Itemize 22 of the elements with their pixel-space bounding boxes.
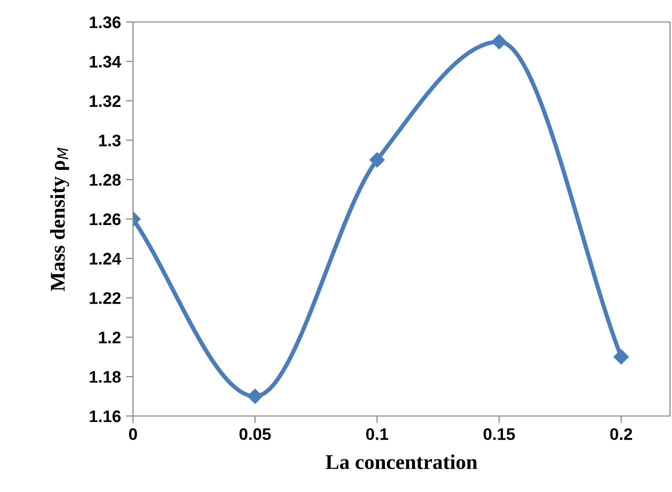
x-tick-label: 0.1 bbox=[366, 428, 388, 440]
point bbox=[370, 152, 385, 168]
y-tick-label: 1.24 bbox=[90, 252, 122, 264]
y-axis-title: Mass density ρ$_{M}$ bbox=[50, 148, 70, 292]
y-tick-label: 1.28 bbox=[90, 174, 121, 186]
y-tick-label: 1.18 bbox=[90, 371, 121, 383]
x-tick-label: 0.15 bbox=[484, 428, 515, 440]
y-tick-label: 1.36 bbox=[90, 16, 121, 28]
x-tick-label: 0.05 bbox=[239, 428, 271, 440]
x-tick-label: 0 bbox=[129, 428, 137, 440]
y-tick-label: 1.16 bbox=[90, 410, 121, 422]
point bbox=[492, 34, 507, 50]
y-tick-label: 1.34 bbox=[90, 56, 122, 68]
point bbox=[614, 349, 629, 364]
y-tick-label: 1.22 bbox=[90, 292, 121, 304]
y-tick-label: 1.32 bbox=[90, 95, 121, 108]
point bbox=[247, 388, 263, 404]
y-tick-label: 1.3 bbox=[99, 134, 121, 146]
x-tick-label: 0.2 bbox=[610, 428, 632, 440]
y-tick-label: 1.26 bbox=[90, 213, 121, 226]
x-axis-title: La concentration bbox=[326, 454, 478, 470]
y-tick-label: 1.2 bbox=[99, 332, 121, 344]
